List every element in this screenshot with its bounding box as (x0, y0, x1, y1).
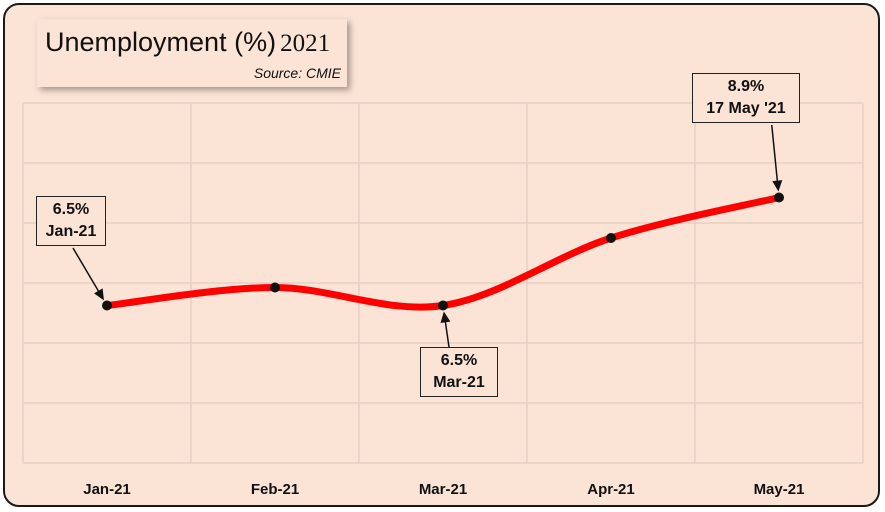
annotation-value: 6.5% (52, 201, 90, 218)
data-point (606, 233, 616, 243)
annotation-jan: 6.5% Jan-21 (36, 196, 106, 246)
annotation-arrow (72, 247, 101, 294)
series-line (103, 194, 783, 311)
chart-source: Source: CMIE (253, 65, 341, 81)
data-point (102, 300, 112, 311)
annotation-date: 17 May '21 (706, 100, 786, 117)
data-point (438, 300, 448, 311)
annotation-arrows (72, 124, 783, 350)
annotation-may: 8.9% 17 May '21 (692, 73, 800, 123)
x-tick-label: Mar-21 (419, 481, 467, 498)
data-point (270, 282, 280, 293)
annotation-arrowhead (440, 311, 451, 324)
x-tick-label: May-21 (754, 481, 805, 498)
annotation-date: Jan-21 (45, 223, 97, 240)
x-tick-label: Jan-21 (83, 481, 131, 498)
annotation-date: Mar-21 (433, 374, 485, 391)
x-tick-label: Apr-21 (587, 481, 635, 498)
gridlines (22, 102, 864, 464)
annotation-value: 6.5% (440, 352, 478, 369)
annotation-arrowhead (94, 288, 104, 301)
title-text: Unemployment (%) (45, 27, 277, 57)
x-tick-labels: Jan-21 Feb-21 Mar-21 Apr-21 May-21 (83, 481, 804, 498)
annotation-arrow (771, 124, 779, 184)
annotation-arrowhead (772, 180, 783, 192)
title-year: 2021 (280, 30, 331, 57)
chart-frame: Jan-21 Feb-21 Mar-21 Apr-21 May-21 Unemploym… (3, 3, 880, 507)
annotation-value: 8.9% (727, 78, 765, 95)
annotation-mar: 6.5% Mar-21 (420, 347, 498, 397)
title-box: Unemployment (%) 2021 Source: CMIE (37, 19, 347, 87)
series-group (102, 192, 784, 311)
line-chart: Jan-21 Feb-21 Mar-21 Apr-21 May-21 (22, 102, 864, 498)
annotation-arrow (444, 319, 451, 350)
x-tick-label: Feb-21 (251, 481, 299, 498)
data-point (774, 192, 784, 203)
chart-title: Unemployment (%) 2021 (45, 27, 330, 58)
